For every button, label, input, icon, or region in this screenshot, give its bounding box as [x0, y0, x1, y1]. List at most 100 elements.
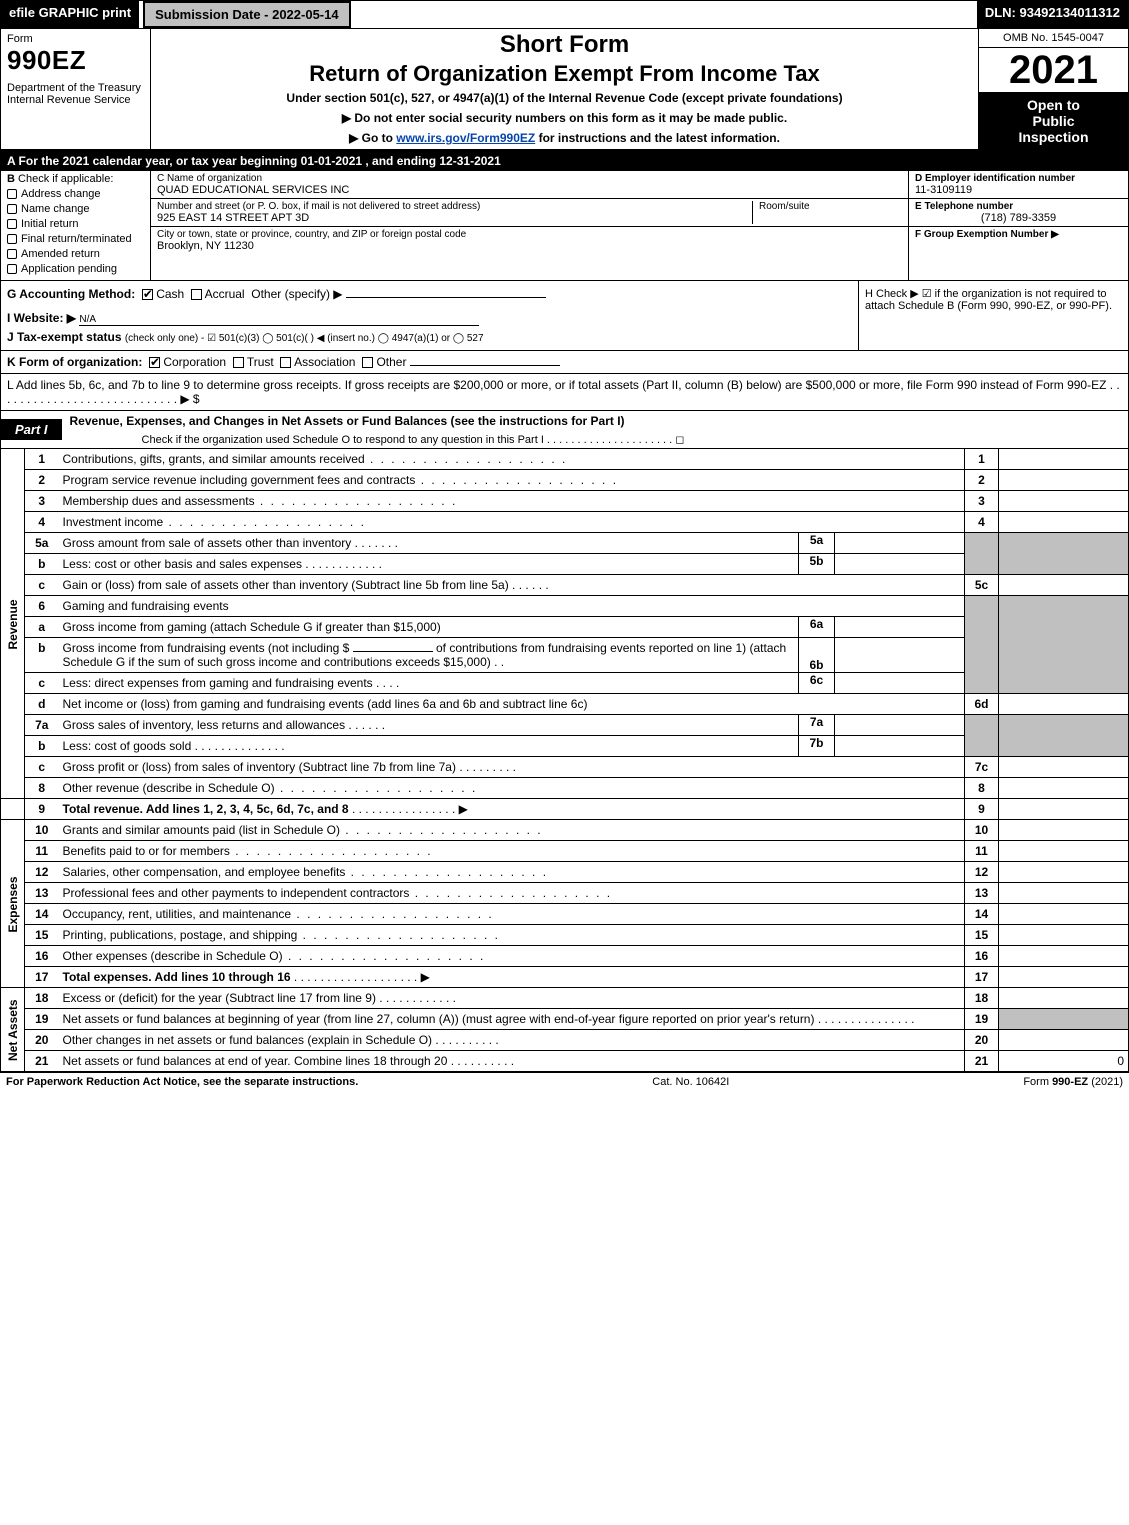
amt-18	[999, 988, 1129, 1009]
footer-left: For Paperwork Reduction Act Notice, see …	[6, 1076, 358, 1088]
line-num-7a: 7a	[25, 715, 59, 736]
cb-initial-return[interactable]: Initial return	[7, 218, 144, 230]
line-num-5c: c	[25, 575, 59, 596]
amt-10	[999, 820, 1129, 841]
line-3: Membership dues and assessments	[59, 491, 965, 512]
cb-trust[interactable]	[233, 357, 244, 368]
cb-amended-return[interactable]: Amended return	[7, 248, 144, 260]
line-9: Total revenue. Add lines 1, 2, 3, 4, 5c,…	[59, 799, 965, 820]
dln-label: DLN: 93492134011312	[977, 1, 1128, 28]
sub-5b: 5b	[798, 554, 834, 574]
section-d: D Employer identification number 11-3109…	[908, 171, 1128, 280]
amt-4	[999, 512, 1129, 533]
info-grid: B Check if applicable: Address change Na…	[0, 171, 1129, 281]
line-num-10: 10	[25, 820, 59, 841]
sub-amt-7a	[834, 715, 964, 735]
line-21: Net assets or fund balances at end of ye…	[59, 1051, 965, 1073]
line-num-8: 8	[25, 778, 59, 799]
submission-date: Submission Date - 2022-05-14	[143, 1, 351, 28]
sub-7a: 7a	[798, 715, 834, 735]
instr2-post: for instructions and the latest informat…	[535, 131, 780, 145]
line-ref-3: 3	[965, 491, 999, 512]
line-num-2: 2	[25, 470, 59, 491]
shaded-6	[965, 596, 999, 694]
amt-6d	[999, 694, 1129, 715]
cb-final-return[interactable]: Final return/terminated	[7, 233, 144, 245]
main-title: Return of Organization Exempt From Incom…	[157, 61, 972, 87]
line-num-6d: d	[25, 694, 59, 715]
c-street-label: Number and street (or P. O. box, if mail…	[157, 201, 752, 212]
sub-7b: 7b	[798, 736, 834, 756]
amt-20	[999, 1030, 1129, 1051]
d-phone-label: E Telephone number	[915, 201, 1122, 212]
footer-mid: Cat. No. 10642I	[358, 1076, 1023, 1088]
line-ref-8: 8	[965, 778, 999, 799]
subtitle: Under section 501(c), 527, or 4947(a)(1)…	[157, 91, 972, 105]
line-num-4: 4	[25, 512, 59, 533]
cb-address-change[interactable]: Address change	[7, 188, 144, 200]
line-7c: Gross profit or (loss) from sales of inv…	[59, 757, 965, 778]
line-ref-4: 4	[965, 512, 999, 533]
d-group-label: F Group Exemption Number ▶	[915, 229, 1122, 240]
line-7a: Gross sales of inventory, less returns a…	[59, 715, 965, 736]
line-4: Investment income	[59, 512, 965, 533]
amt-21: 0	[999, 1051, 1129, 1073]
ein-value: 11-3109119	[915, 184, 1122, 196]
i-label: I Website: ▶	[7, 311, 76, 325]
line-num-17: 17	[25, 967, 59, 988]
line-num-6b: b	[25, 638, 59, 673]
part-1-title: Revenue, Expenses, and Changes in Net As…	[62, 411, 1128, 431]
line-num-7c: c	[25, 757, 59, 778]
gh-row: G Accounting Method: Cash Accrual Other …	[0, 281, 1129, 351]
side-revenue: Revenue	[1, 449, 25, 799]
line-6a: Gross income from gaming (attach Schedul…	[59, 617, 965, 638]
net-assets-table: Net Assets 18 Excess or (deficit) for th…	[0, 988, 1129, 1073]
line-a: A For the 2021 calendar year, or tax yea…	[0, 151, 1129, 171]
line-8: Other revenue (describe in Schedule O)	[59, 778, 965, 799]
line-num-16: 16	[25, 946, 59, 967]
line-num-6: 6	[25, 596, 59, 617]
line-num-20: 20	[25, 1030, 59, 1051]
line-6c: Less: direct expenses from gaming and fu…	[59, 673, 965, 694]
line-5b: Less: cost or other basis and sales expe…	[59, 554, 965, 575]
d-ein-label: D Employer identification number	[915, 173, 1122, 184]
cb-name-change[interactable]: Name change	[7, 203, 144, 215]
cb-application-pending[interactable]: Application pending	[7, 263, 144, 275]
line-num-11: 11	[25, 841, 59, 862]
sub-6b: 6b	[798, 638, 834, 672]
c-city-label: City or town, state or province, country…	[157, 229, 466, 240]
form-word: Form	[7, 33, 144, 45]
irs-link[interactable]: www.irs.gov/Form990EZ	[396, 131, 535, 145]
cb-other-org[interactable]	[362, 357, 373, 368]
top-bar: efile GRAPHIC print Submission Date - 20…	[0, 0, 1129, 29]
line-ref-20: 20	[965, 1030, 999, 1051]
b-check-if: Check if applicable:	[18, 173, 113, 185]
sub-amt-6b	[834, 638, 964, 672]
line-13: Professional fees and other payments to …	[59, 883, 965, 904]
cb-association[interactable]	[280, 357, 291, 368]
line-ref-18: 18	[965, 988, 999, 1009]
cb-cash[interactable]	[142, 289, 153, 300]
section-c: C Name of organization QUAD EDUCATIONAL …	[151, 171, 908, 280]
instruction-1: ▶ Do not enter social security numbers o…	[157, 111, 972, 125]
efile-label[interactable]: efile GRAPHIC print	[1, 1, 139, 28]
j-detail: (check only one) - ☑ 501(c)(3) ◯ 501(c)(…	[125, 333, 484, 344]
org-street: 925 EAST 14 STREET APT 3D	[157, 212, 752, 224]
line-19: Net assets or fund balances at beginning…	[59, 1009, 965, 1030]
section-g: G Accounting Method: Cash Accrual Other …	[1, 281, 858, 350]
amt-9	[999, 799, 1129, 820]
website-value: N/A	[79, 314, 479, 326]
line-17: Total expenses. Add lines 10 through 16 …	[59, 967, 965, 988]
cb-accrual[interactable]	[191, 289, 202, 300]
line-6b: Gross income from fundraising events (no…	[59, 638, 965, 673]
form-number: 990EZ	[7, 45, 144, 76]
side-expenses: Expenses	[1, 820, 25, 988]
sub-5a: 5a	[798, 533, 834, 553]
line-num-7b: b	[25, 736, 59, 757]
amt-5c	[999, 575, 1129, 596]
h-text: H Check ▶ ☑ if the organization is not r…	[865, 287, 1122, 312]
cb-corporation[interactable]	[149, 357, 160, 368]
instr2-pre: ▶ Go to	[349, 131, 396, 145]
shaded-amt-5	[999, 533, 1129, 575]
side-net-assets: Net Assets	[1, 988, 25, 1072]
